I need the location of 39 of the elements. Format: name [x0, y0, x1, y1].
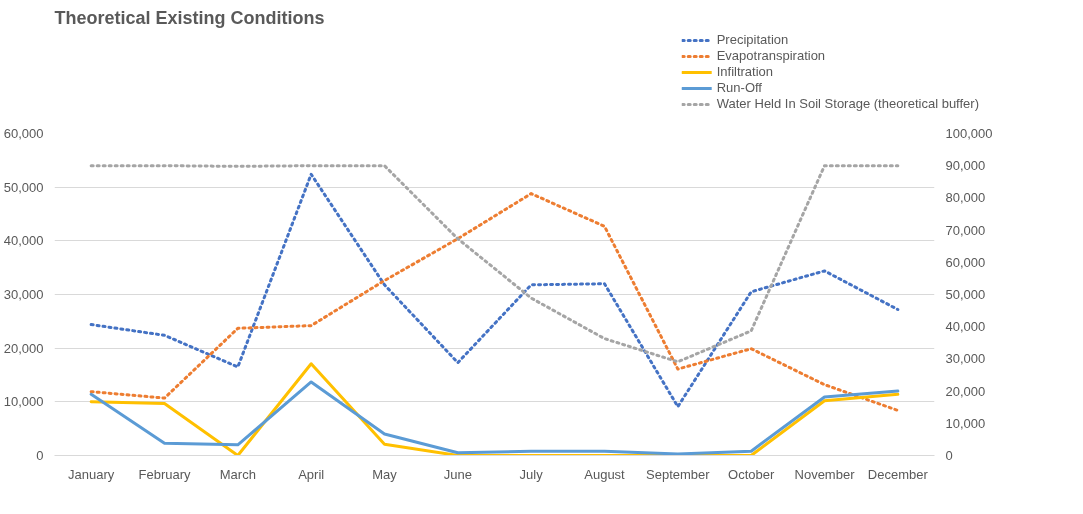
legend-label: Infiltration	[716, 64, 774, 79]
y-tick-label: 40,000	[3, 233, 44, 249]
y2-tick-label: 90,000	[945, 158, 986, 174]
legend-label: Run-Off	[716, 80, 762, 95]
y-tick-label: 60,000	[3, 126, 44, 141]
y2-tick-label: 50,000	[945, 287, 986, 302]
y2-tick-label: 80,000	[945, 190, 986, 206]
line-series	[89, 362, 900, 456]
y2-tick-label: 40,000	[945, 319, 986, 335]
y2-tick-label: 100,000	[945, 126, 993, 141]
line-series	[89, 380, 900, 456]
x-tick-label: October	[728, 466, 775, 482]
x-tick-label: April	[298, 466, 325, 482]
y-tick-label: 20,000	[3, 340, 44, 356]
legend-label: Precipitation	[716, 32, 789, 47]
x-tick-label: January	[68, 466, 115, 482]
x-tick-label: February	[138, 466, 192, 482]
y2-tick-label: 0	[945, 448, 953, 463]
legend-label: Water Held In Soil Storage (theoretical buffer)	[716, 96, 979, 111]
legend-label: Evapotranspiration	[716, 48, 826, 63]
y2-tick-label: 30,000	[945, 351, 986, 367]
y2-tick-label: 70,000	[945, 222, 986, 238]
x-tick-label: May	[372, 466, 398, 482]
x-tick-label: December	[867, 466, 929, 482]
y-tick-label: 50,000	[3, 179, 44, 195]
x-tick-label: March	[219, 466, 256, 482]
y-tick-label: 0	[36, 448, 44, 463]
y-tick-label: 10,000	[3, 394, 44, 410]
chart-title: Theoretical Existing Conditions	[54, 7, 325, 28]
x-tick-label: September	[646, 466, 711, 482]
line-series	[89, 164, 900, 364]
y2-tick-label: 60,000	[945, 254, 986, 270]
y-tick-label: 30,000	[3, 287, 44, 302]
x-tick-label: August	[584, 466, 626, 482]
y2-tick-label: 10,000	[945, 415, 986, 431]
x-tick-label: June	[443, 466, 472, 482]
x-tick-label: July	[519, 466, 544, 482]
y2-tick-label: 20,000	[945, 383, 986, 399]
x-tick-label: November	[794, 466, 856, 482]
